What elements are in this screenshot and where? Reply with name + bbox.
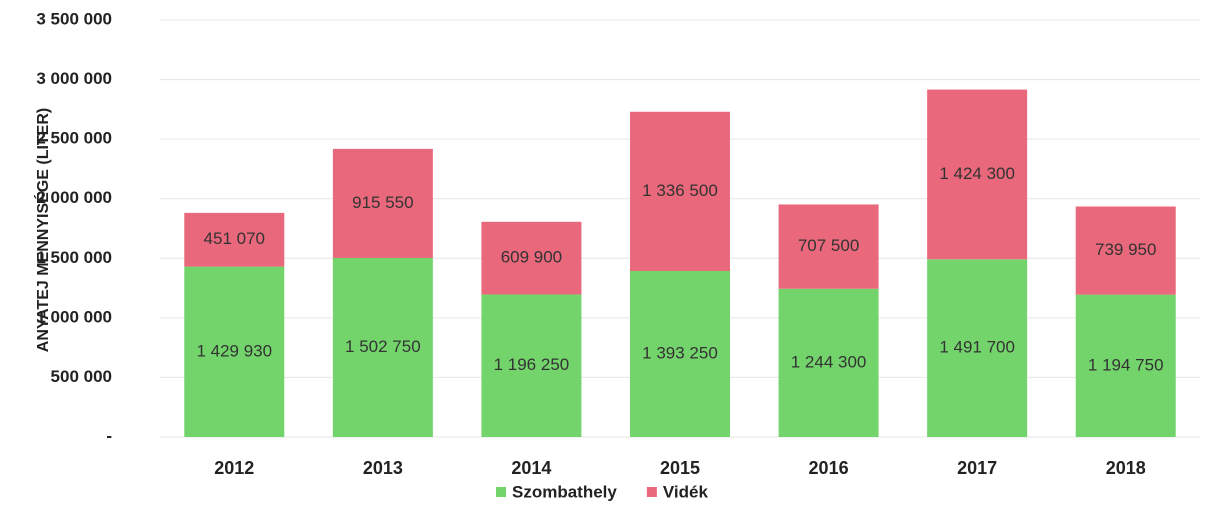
x-tick-label: 2014	[511, 458, 551, 478]
x-tick-label: 2015	[660, 458, 700, 478]
data-label: 1 424 300	[939, 164, 1015, 183]
x-tick-label: 2016	[809, 458, 849, 478]
bar-segment	[778, 288, 879, 437]
data-label: 1 194 750	[1088, 355, 1164, 374]
x-tick-label: 2013	[363, 458, 403, 478]
legend-swatch	[496, 487, 506, 497]
bar-segment	[778, 204, 879, 289]
data-label: 451 070	[204, 229, 265, 248]
bar-segment	[1075, 206, 1176, 295]
data-label: 739 950	[1095, 240, 1156, 259]
data-label: 1 336 500	[642, 181, 718, 200]
legend-label: Vidék	[663, 482, 709, 501]
data-label: 1 491 700	[939, 338, 1015, 357]
bar-segment	[927, 259, 1028, 437]
bar-segment	[332, 257, 433, 437]
legend-swatch	[646, 487, 657, 497]
y-axis-title: ANYATEJ MENNYISÉGE (LITER)	[33, 108, 52, 352]
bar-segment	[630, 111, 730, 272]
bar-segment	[927, 89, 1028, 260]
bar-segment	[481, 294, 582, 437]
y-tick-label: 2 000 000	[36, 188, 112, 207]
bar-segment	[630, 271, 730, 437]
bar-segment	[184, 212, 285, 267]
data-label: 609 900	[501, 248, 562, 267]
data-label: 707 500	[798, 236, 859, 255]
y-tick-label: 500 000	[51, 367, 112, 386]
y-tick-label: 1 500 000	[36, 248, 112, 267]
data-label: 1 196 250	[494, 355, 570, 374]
data-label: 1 502 750	[345, 337, 421, 356]
bar-segment	[1075, 294, 1176, 437]
x-tick-label: 2012	[214, 458, 254, 478]
bar-segment	[184, 266, 285, 437]
y-tick-label: 3 000 000	[36, 69, 112, 88]
y-tick-label: 2 500 000	[36, 129, 112, 148]
data-label: 1 244 300	[791, 352, 867, 371]
y-tick-label: 3 500 000	[36, 9, 112, 28]
data-label: 915 550	[352, 193, 413, 212]
data-label: 1 393 250	[642, 343, 718, 362]
legend-label: Szombathely	[512, 482, 617, 501]
bar-segment	[481, 221, 582, 295]
data-label: 1 429 930	[196, 341, 272, 360]
x-tick-label: 2017	[957, 458, 997, 478]
y-tick-label: -	[106, 426, 112, 445]
x-tick-label: 2018	[1106, 458, 1146, 478]
bar-segment	[332, 148, 433, 258]
y-tick-label: 1 000 000	[36, 307, 112, 326]
